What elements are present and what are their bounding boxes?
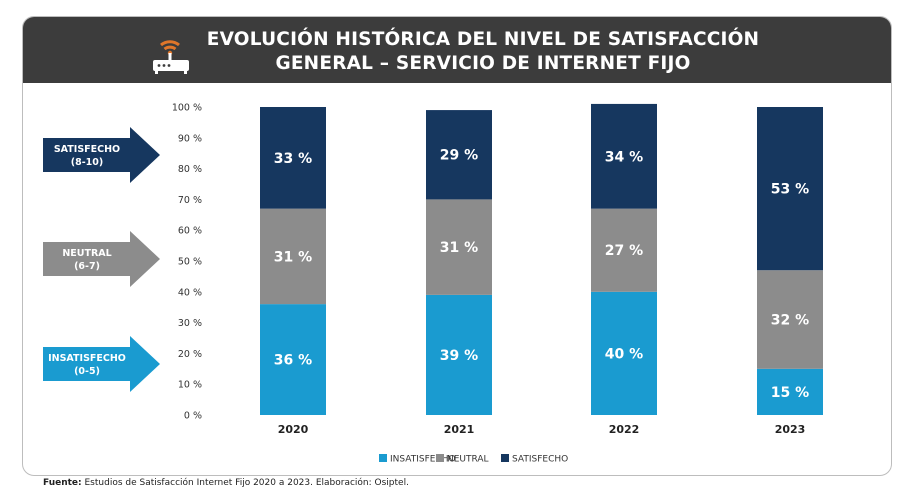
y-tick-label: 100 %: [172, 103, 202, 114]
y-tick-label: 40 %: [178, 287, 202, 298]
arrow-tag-neutral: [43, 231, 160, 287]
legend-label-satisfecho: SATISFECHO: [512, 455, 568, 465]
y-tick-label: 60 %: [178, 226, 202, 237]
y-tick-label: 70 %: [178, 195, 202, 206]
data-label-satisfecho-2020: 33 %: [274, 151, 312, 167]
legend-swatch-satisfecho: [501, 454, 509, 462]
y-tick-label: 50 %: [178, 257, 202, 268]
y-tick-label: 20 %: [178, 349, 202, 360]
bar-insatisfecho-2020: [260, 304, 326, 415]
data-label-neutral-2021: 31 %: [440, 240, 478, 256]
data-label-satisfecho-2022: 34 %: [605, 149, 643, 165]
data-label-neutral-2020: 31 %: [274, 249, 312, 265]
data-label-satisfecho-2023: 53 %: [771, 182, 809, 198]
arrow-tag-range: (8-10): [71, 157, 103, 168]
data-label-insatisfecho-2020: 36 %: [274, 353, 312, 369]
legend-label-insatisfecho: INSATISFECHO: [390, 455, 456, 465]
y-tick-label: 0 %: [184, 411, 202, 422]
data-label-satisfecho-2021: 29 %: [440, 148, 478, 164]
arrow-tag-range: (0-5): [74, 366, 100, 377]
header-bar: EVOLUCIÓN HISTÓRICA DEL NIVEL DE SATISFA…: [23, 17, 891, 83]
bar-insatisfecho-2021: [426, 294, 492, 415]
source-text: Estudios de Satisfacción Internet Fijo 2…: [84, 478, 409, 488]
arrow-tag-insatisfecho: [43, 336, 160, 392]
bar-insatisfecho-2022: [591, 291, 657, 415]
data-label-insatisfecho-2021: 39 %: [440, 348, 478, 364]
wifi-router-icon: [153, 40, 189, 74]
bar-satisfecho-2023: [757, 107, 823, 271]
data-label-neutral-2023: 32 %: [771, 313, 809, 329]
data-label-neutral-2022: 27 %: [605, 243, 643, 259]
source-label: Fuente:: [43, 478, 82, 488]
bar-neutral-2021: [426, 199, 492, 295]
arrow-tag-label: SATISFECHO: [54, 144, 120, 155]
bar-satisfecho-2020: [260, 107, 326, 209]
x-tick-label: 2022: [609, 423, 640, 436]
data-label-insatisfecho-2023: 15 %: [771, 385, 809, 401]
arrow-tag-range: (6-7): [74, 261, 100, 272]
data-label-insatisfecho-2022: 40 %: [605, 346, 643, 362]
arrow-tag-label: NEUTRAL: [62, 248, 111, 259]
bar-neutral-2023: [757, 270, 823, 369]
bar-neutral-2020: [260, 208, 326, 305]
x-tick-label: 2023: [775, 423, 806, 436]
bar-neutral-2022: [591, 208, 657, 292]
chart-title-line-2: GENERAL – SERVICIO DE INTERNET FIJO: [275, 53, 691, 74]
legend-swatch-neutral: [436, 454, 444, 462]
legend-label-neutral: NEUTRAL: [447, 455, 489, 465]
bar-satisfecho-2022: [591, 103, 657, 209]
legend-swatch-insatisfecho: [379, 454, 387, 462]
y-tick-label: 30 %: [178, 318, 202, 329]
x-tick-label: 2021: [444, 423, 475, 436]
y-tick-label: 80 %: [178, 164, 202, 175]
x-tick-label: 2020: [278, 423, 309, 436]
bar-insatisfecho-2023: [757, 368, 823, 415]
bar-satisfecho-2021: [426, 110, 492, 200]
arrow-tag-satisfecho: [43, 127, 160, 183]
source-note: Fuente: Estudios de Satisfacción Interne…: [43, 478, 409, 488]
chart-title-line-1: EVOLUCIÓN HISTÓRICA DEL NIVEL DE SATISFA…: [206, 29, 760, 50]
arrow-tag-label: INSATISFECHO: [48, 353, 126, 364]
y-tick-label: 10 %: [178, 380, 202, 391]
y-tick-label: 90 %: [178, 133, 202, 144]
